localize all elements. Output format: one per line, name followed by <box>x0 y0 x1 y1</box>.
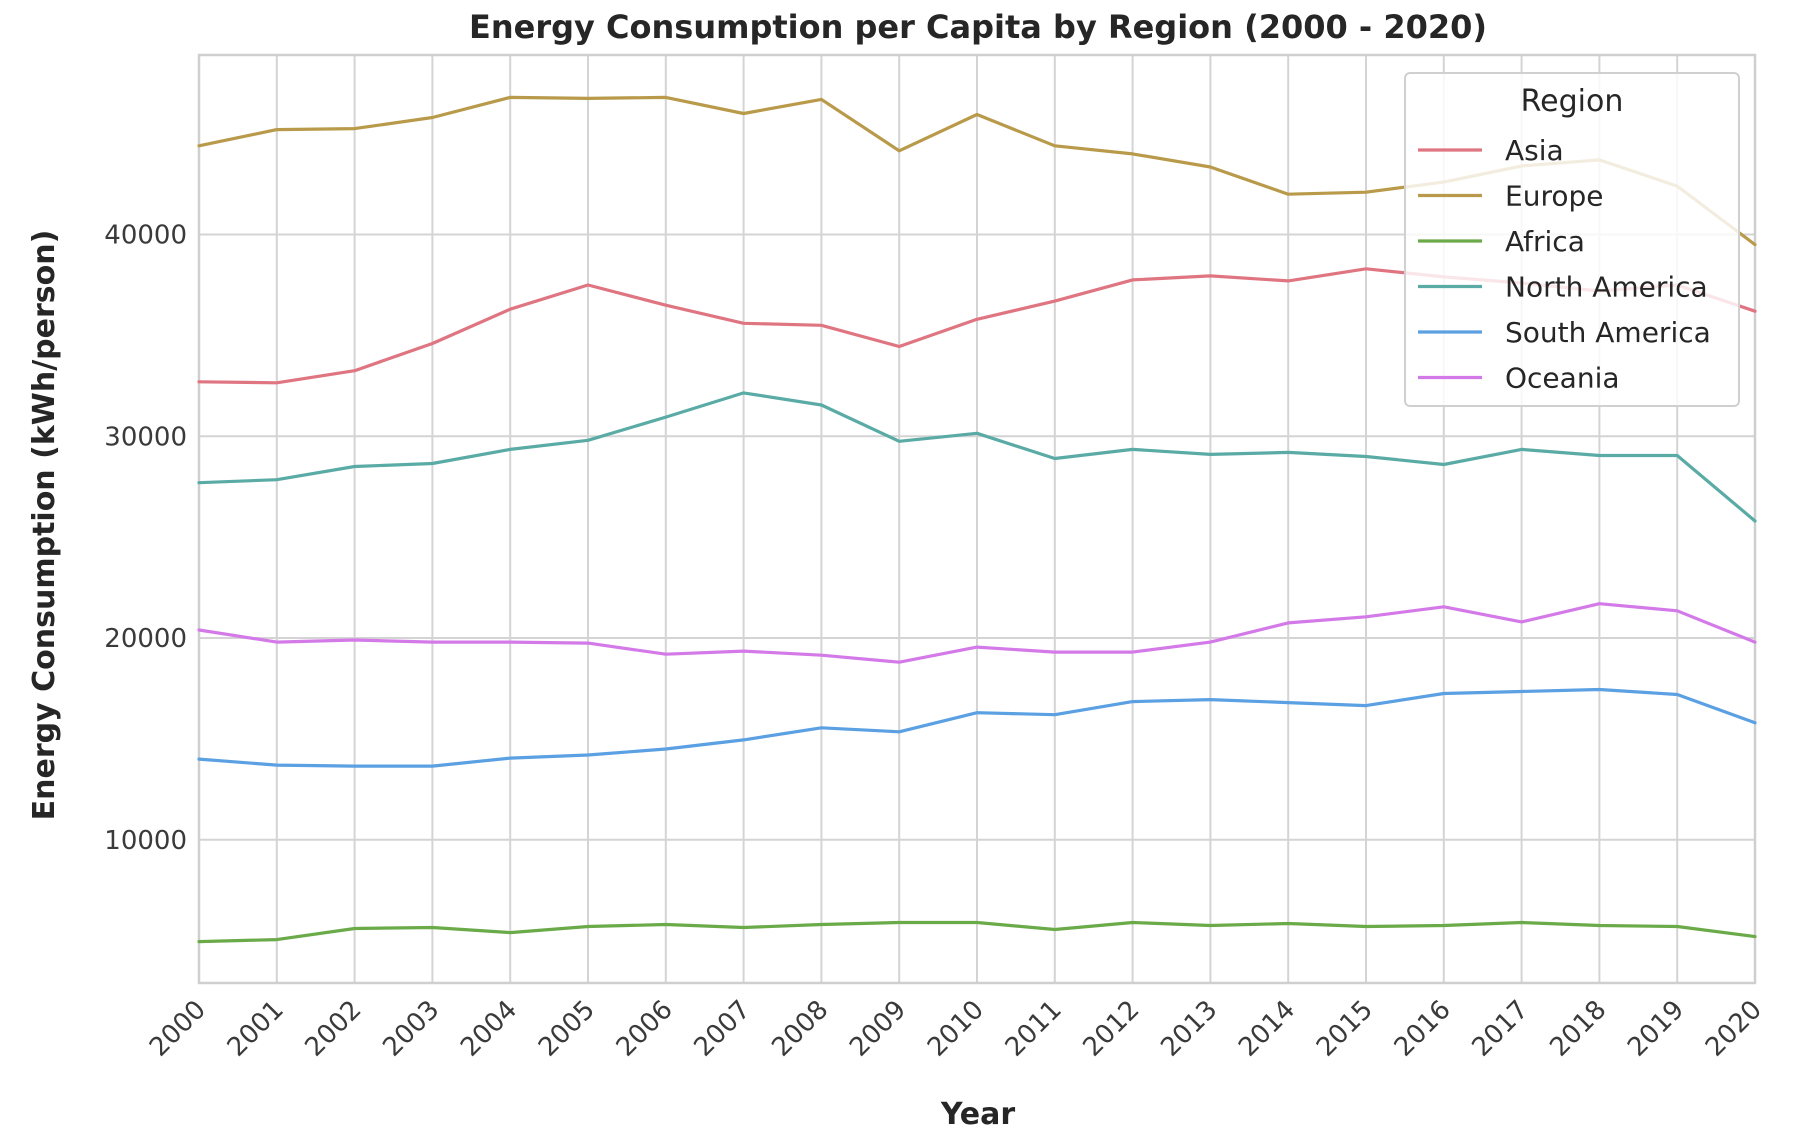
x-tick-label: 2015 <box>1311 995 1379 1063</box>
x-tick-label: 2019 <box>1622 995 1690 1063</box>
y-tick-label: 40000 <box>104 221 187 251</box>
y-tick-label: 10000 <box>104 826 187 856</box>
y-tick-label: 20000 <box>104 624 187 654</box>
legend-item-north-america: North America <box>1418 271 1708 304</box>
x-tick-label: 2007 <box>689 995 757 1063</box>
grid-layer <box>198 55 1756 983</box>
series-line-africa <box>197 920 1757 944</box>
x-axis-label: Year <box>940 1097 1016 1132</box>
x-tick-label: 2005 <box>533 995 601 1063</box>
x-tick-label: 2008 <box>766 995 834 1063</box>
series-line-north-america <box>197 391 1757 523</box>
x-tick-label: 2002 <box>300 995 368 1063</box>
legend-label: Asia <box>1505 134 1564 167</box>
x-tick-label: 2010 <box>922 995 990 1063</box>
chart-title: Energy Consumption per Capita by Region … <box>469 8 1487 46</box>
legend-label: Africa <box>1505 225 1585 258</box>
legend-items: Asia Europe Africa North America South Ameri… <box>1418 134 1711 395</box>
x-tick-label: 2016 <box>1389 995 1457 1063</box>
legend-item-oceania: Oceania <box>1418 362 1620 395</box>
x-tick-label: 2018 <box>1544 995 1612 1063</box>
x-tick-label: 2011 <box>1000 995 1068 1063</box>
y-tick-label: 30000 <box>104 422 187 452</box>
x-tick-label: 2000 <box>144 995 212 1063</box>
legend-label: South America <box>1505 316 1711 349</box>
y-axis-label: Energy Consumption (kWh/person) <box>27 230 62 821</box>
legend-title: Region <box>1521 84 1624 119</box>
x-tick-label: 2001 <box>222 995 290 1063</box>
series-line-south-america <box>197 687 1757 768</box>
y-axis-ticks: 10000 20000 30000 40000 <box>104 221 187 856</box>
legend-item-africa: Africa <box>1418 225 1585 258</box>
legend-label: Oceania <box>1505 362 1620 395</box>
x-tick-label: 2003 <box>377 995 445 1063</box>
x-tick-label: 2006 <box>611 995 679 1063</box>
legend-item-asia: Asia <box>1418 134 1564 167</box>
x-tick-label: 2004 <box>455 995 523 1063</box>
x-tick-label: 2009 <box>844 995 912 1063</box>
x-tick-label: 2012 <box>1078 995 1146 1063</box>
legend-item-south-america: South America <box>1418 316 1711 349</box>
x-axis-ticks: 2000 2001 2002 2003 2004 2005 2006 2007 2008 2009… <box>144 995 1768 1063</box>
legend-item-europe: Europe <box>1418 180 1603 213</box>
x-tick-label: 2020 <box>1700 995 1768 1063</box>
x-tick-label: 2013 <box>1155 995 1223 1063</box>
series-line-oceania <box>197 602 1757 664</box>
x-tick-label: 2017 <box>1467 995 1535 1063</box>
legend-label: Europe <box>1505 180 1603 213</box>
legend-label: North America <box>1505 271 1708 304</box>
x-tick-label: 2014 <box>1233 995 1301 1063</box>
legend: Region Asia Europe Africa North America Sout… <box>1404 72 1740 407</box>
legend-box <box>1404 72 1740 407</box>
